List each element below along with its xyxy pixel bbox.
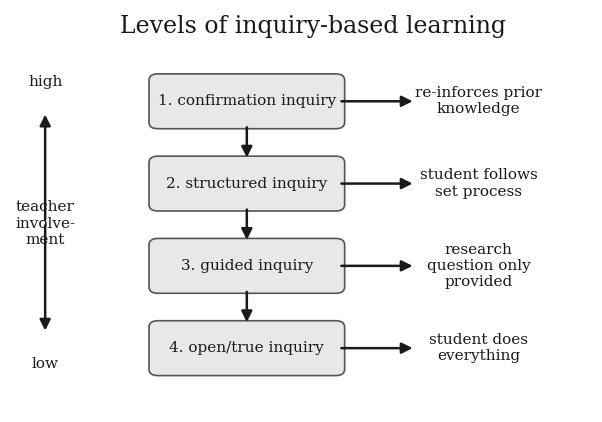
Text: low: low: [32, 357, 58, 371]
FancyBboxPatch shape: [149, 156, 344, 211]
Text: Levels of inquiry-based learning: Levels of inquiry-based learning: [120, 15, 506, 38]
FancyBboxPatch shape: [149, 74, 344, 129]
Text: teacher
involve-
ment: teacher involve- ment: [15, 200, 75, 247]
Text: 1. confirmation inquiry: 1. confirmation inquiry: [158, 94, 336, 108]
Text: 2. structured inquiry: 2. structured inquiry: [166, 176, 327, 191]
Text: student follows
set process: student follows set process: [420, 168, 538, 199]
Text: student does
everything: student does everything: [429, 333, 528, 363]
Text: research
question only
provided: research question only provided: [427, 243, 530, 289]
Text: 4. open/true inquiry: 4. open/true inquiry: [169, 341, 324, 355]
Text: re-inforces prior
knowledge: re-inforces prior knowledge: [415, 86, 542, 116]
Text: high: high: [28, 75, 63, 89]
FancyBboxPatch shape: [149, 321, 344, 376]
Text: 3. guided inquiry: 3. guided inquiry: [181, 259, 313, 273]
FancyBboxPatch shape: [149, 238, 344, 293]
